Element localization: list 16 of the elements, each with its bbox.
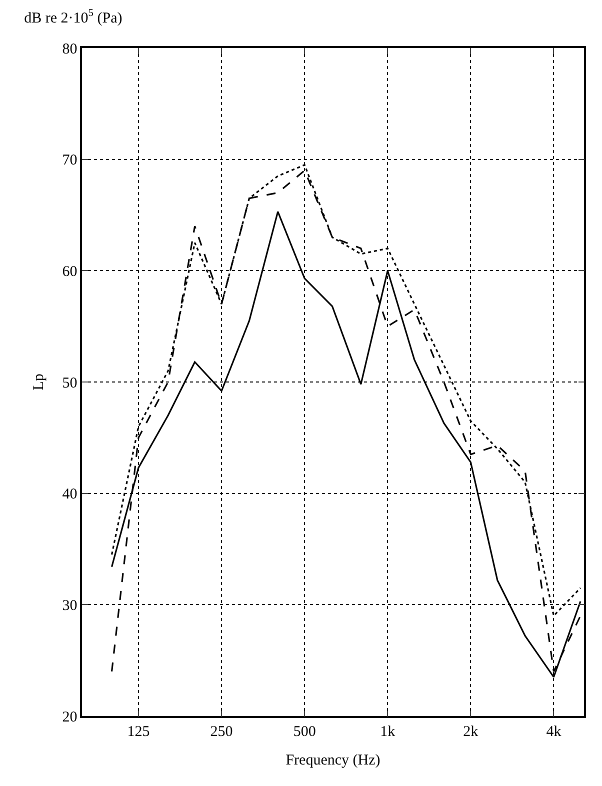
x-axis-title: Frequency (Hz) — [286, 752, 380, 768]
x-tick-label: 2k — [463, 724, 479, 740]
chart-title: dB re 2·10$^{5}$ (Pa) — [24, 8, 122, 26]
y-tick-label: 20 — [62, 709, 78, 726]
y-tick-label: 60 — [62, 264, 78, 280]
y-tick-label: 80 — [62, 41, 78, 58]
x-tick-label: 125 — [127, 724, 150, 740]
y-tick-label: 40 — [62, 486, 78, 503]
y-tick-label: 70 — [62, 152, 78, 169]
y-tick-label: 50 — [62, 375, 78, 392]
x-tick-label: 4k — [546, 724, 562, 740]
y-tick-label: 30 — [62, 598, 78, 614]
x-tick-label: 250 — [210, 724, 233, 740]
x-tick-label: 1k — [380, 724, 396, 740]
x-tick-label: 500 — [293, 724, 316, 740]
y-axis-title: Lp — [31, 374, 47, 390]
